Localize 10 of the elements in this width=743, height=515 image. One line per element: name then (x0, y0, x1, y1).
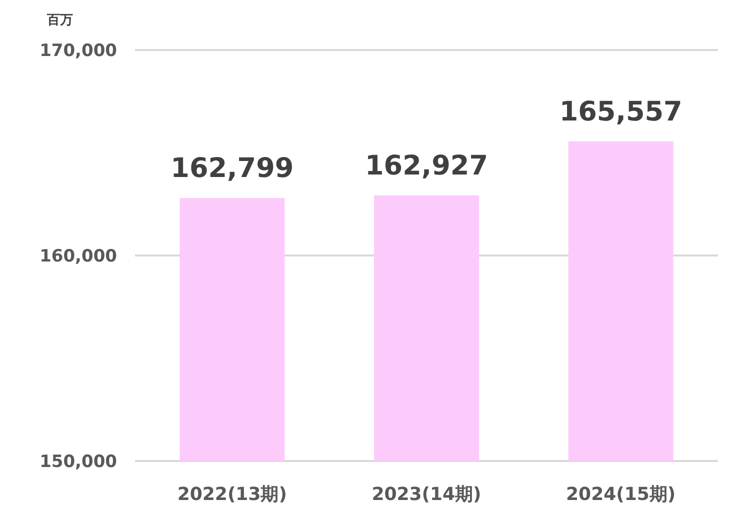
x-tick-label: 2024(15期) (566, 484, 676, 505)
y-tick-label: 160,000 (40, 246, 118, 266)
y-tick-label: 170,000 (40, 41, 118, 61)
x-tick-label: 2023(14期) (372, 484, 482, 505)
x-tick-label: 2022(13期) (177, 484, 287, 505)
data-label: 162,799 (170, 152, 294, 184)
y-axis-title: 百万 (46, 13, 73, 28)
data-label: 165,557 (559, 96, 682, 128)
y-tick-label: 150,000 (40, 452, 118, 472)
data-label: 162,927 (365, 150, 488, 182)
